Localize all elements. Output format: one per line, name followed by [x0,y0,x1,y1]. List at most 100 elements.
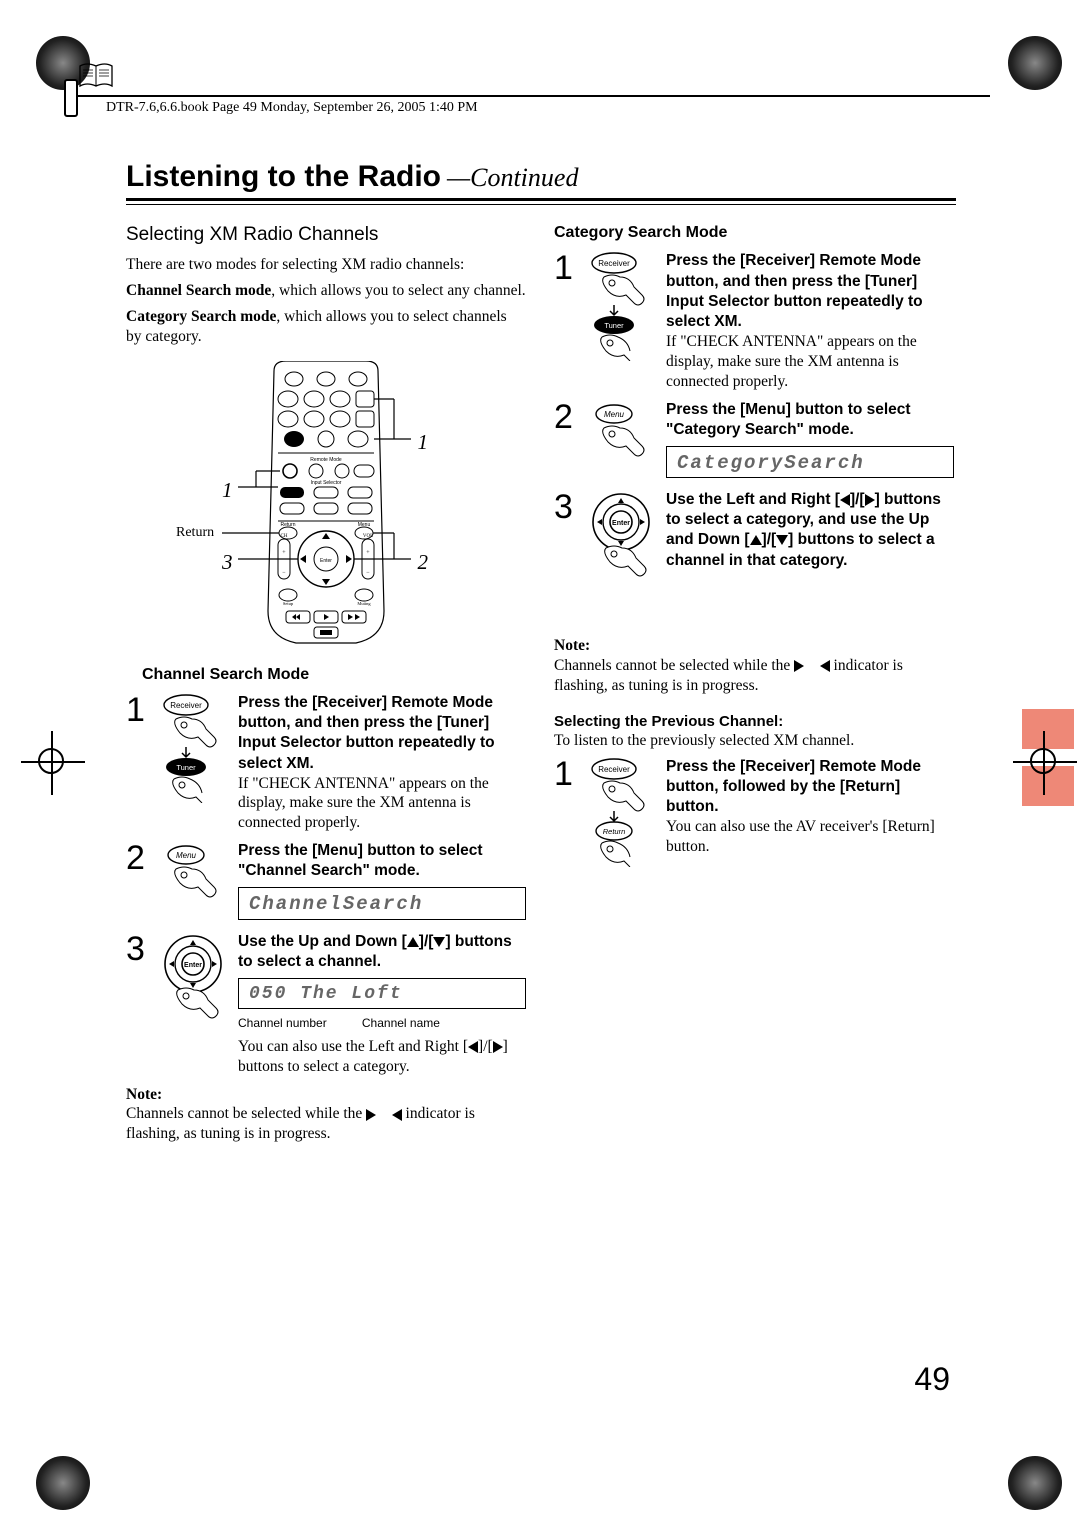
left-step1-text: If "CHECK ANTENNA" appears on the displa… [238,774,526,833]
t: Channels cannot be selected while the [554,657,794,674]
right-note-body: Channels cannot be selected while the in… [554,656,954,696]
svg-text:Return: Return [603,827,626,836]
menu-press-icon: Menu [586,400,656,470]
lcd-category-search: CategorySearch [666,446,954,478]
left-triangle-icon [820,660,830,672]
lcd-channel-display: 050 The Loft [238,978,526,1009]
t: ]/[ [419,933,434,950]
running-header: DTR-7.6,6.6.book Page 49 Monday, Septemb… [106,100,956,116]
channel-search-heading: Channel Search Mode [142,665,526,685]
right-step-2: 2 Menu Press the [Menu] button to select… [554,400,954,483]
left-step3-text: You can also use the Left and Right []/[… [238,1037,526,1077]
right-note-head: Note: [554,636,954,656]
crop-mark-bl [36,1456,90,1510]
right-step1-bold: Press the [Receiver] Remote Mode button,… [666,251,954,332]
svg-text:CH: CH [281,534,288,539]
svg-text:Menu: Menu [176,851,197,860]
step-number: 3 [126,932,148,966]
step-number: 1 [554,251,576,285]
t: Use the Left and Right [ [666,491,840,508]
svg-text:Receiver: Receiver [598,765,630,774]
registration-mark-right [1030,748,1056,774]
left-subhead: Selecting XM Radio Channels [126,223,526,247]
left-step3-bold: Use the Up and Down []/[] buttons to sel… [238,932,526,972]
book-icon [78,60,114,90]
page-number: 49 [914,1361,950,1398]
svg-text:Receiver: Receiver [170,701,202,710]
up-triangle-icon [750,535,762,545]
svg-text:VOL: VOL [363,534,373,539]
enter-dpad-icon: Enter [586,490,656,590]
enter-dpad-icon: Enter [158,932,228,1032]
crop-mark-br [1008,1456,1062,1510]
svg-text:Receiver: Receiver [598,259,630,268]
intro-line2-rest: , which allows you to select any channel… [271,282,525,299]
left-note-head: Note: [126,1085,526,1105]
page-content: DTR-7.6,6.6.book Page 49 Monday, Septemb… [126,100,956,1150]
receiver-tuner-icon: Receiver Tuner [586,251,656,361]
reg-block-top [1022,709,1074,749]
intro-line2: Channel Search mode, which allows you to… [126,281,526,301]
right-step1-text: If "CHECK ANTENNA" appears on the displa… [666,332,954,391]
right-step3-bold: Use the Left and Right []/[] buttons to … [666,490,954,571]
receiver-return-icon: Receiver Return [586,757,656,867]
left-step-1: 1 Receiver Tuner Press the [Receiver] Re… [126,693,526,833]
left-column: Selecting XM Radio Channels There are tw… [126,223,526,1150]
svg-text:Tuner: Tuner [604,321,624,330]
channel-number-label: Channel number [238,1016,358,1031]
receiver-tuner-icon: Receiver Tuner [158,693,228,803]
left-step-3: 3 Enter Use the Up and Down []/[] butt [126,932,526,1077]
svg-text:Enter: Enter [612,520,630,527]
intro-line3-bold: Category Search mode [126,308,276,325]
callout-1b: 1 [222,477,233,504]
right-triangle-icon [794,660,804,672]
svg-text:Tuner: Tuner [176,763,196,772]
right-column: Category Search Mode 1 Receiver Tuner [554,223,954,1150]
right-triangle-icon [865,494,875,506]
left-step-2: 2 Menu Press the [Menu] button to select… [126,841,526,924]
left-triangle-icon [468,1041,478,1053]
crop-mark-tr [1008,36,1062,90]
step-number: 3 [554,490,576,524]
step-number: 2 [554,400,576,434]
header-rule [70,95,990,97]
left-note-body: Channels cannot be selected while the in… [126,1104,526,1144]
right-step-1: 1 Receiver Tuner Press the [Receiver] Re… [554,251,954,391]
callout-return: Return [176,524,214,542]
step-number: 1 [554,757,576,791]
right-step2-bold: Press the [Menu] button to select "Categ… [666,400,954,440]
t: Use the Up and Down [ [238,933,407,950]
svg-text:Setup: Setup [283,601,294,606]
svg-text:Enter: Enter [184,962,202,969]
svg-text:Remote Mode: Remote Mode [310,457,342,463]
channel-name-label: Channel name [362,1016,440,1030]
svg-text:Enter: Enter [320,558,332,564]
callout-1a: 1 [418,429,429,456]
t: ]/[ [762,531,777,548]
left-step1-bold: Press the [Receiver] Remote Mode button,… [238,693,526,774]
down-triangle-icon [433,937,445,947]
registration-mark-left [38,748,64,774]
step-number: 1 [126,693,148,727]
up-triangle-icon [407,937,419,947]
page-title-continued: —Continued [447,163,578,193]
page-title: Listening to the Radio [126,160,441,194]
t: You can also use the Left and Right [ [238,1038,468,1055]
right-stepP-text: You can also use the AV receiver's [Retu… [666,817,954,857]
lcd-channel-search: ChannelSearch [238,887,526,919]
intro-line2-bold: Channel Search mode [126,282,271,299]
callout-3: 3 [222,549,233,576]
right-step-3: 3 Enter Use the Left and Right []/[] b [554,490,954,590]
page-title-row: Listening to the Radio —Continued [126,160,956,201]
svg-text:Menu: Menu [358,522,371,528]
intro-line3: Category Search mode, which allows you t… [126,307,526,347]
channel-labels: Channel number Channel name [238,1013,526,1033]
step-number: 2 [126,841,148,875]
intro-line1: There are two modes for selecting XM rad… [126,255,526,275]
down-triangle-icon [776,535,788,545]
left-triangle-icon [392,1109,402,1121]
menu-press-icon: Menu [158,841,228,911]
title-underline [126,204,956,205]
left-step2-bold: Press the [Menu] button to select "Chann… [238,841,526,881]
selecting-previous-body: To listen to the previously selected XM … [554,731,954,751]
